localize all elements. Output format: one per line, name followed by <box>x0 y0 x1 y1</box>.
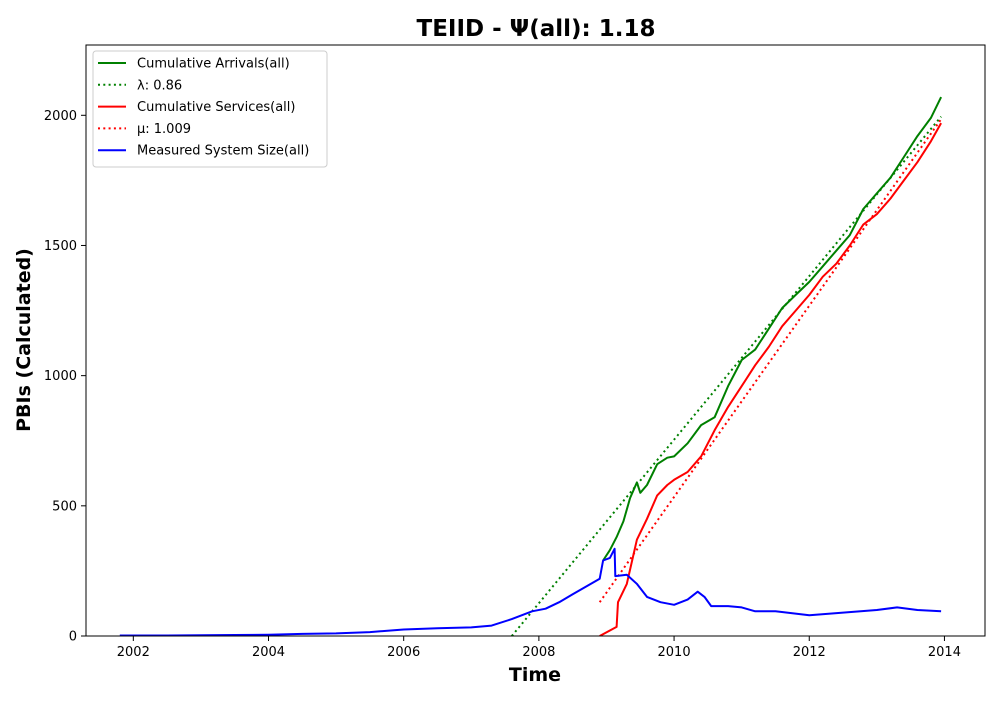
legend-box <box>92 50 328 168</box>
y-tick-label: 1500 <box>44 239 77 254</box>
x-tick-label: 2002 <box>117 645 150 660</box>
x-tick-label: 2012 <box>793 645 826 660</box>
legend-label-3: μ: 1.009 <box>137 122 191 137</box>
legend-label-0: Cumulative Arrivals(all) <box>137 57 290 72</box>
legend-label-4: Measured System Size(all) <box>137 144 309 159</box>
x-tick-label: 2004 <box>252 645 285 660</box>
y-tick-label: 0 <box>69 630 77 645</box>
legend-label-1: λ: 0.86 <box>137 78 182 93</box>
legend: Cumulative Arrivals(all) λ: 0.86 Cumulativ… <box>92 50 328 168</box>
series-line-2 <box>599 122 942 636</box>
series-group <box>119 96 942 636</box>
series-line-0 <box>602 96 942 562</box>
x-tick-label: 2014 <box>928 645 961 660</box>
y-tick-label: 1000 <box>44 369 77 384</box>
axes: 2002 2004 2006 2008 2010 2012 2014 0 500 1000 1500… <box>44 44 986 660</box>
y-tick-label: 500 <box>52 499 77 514</box>
x-tick-label: 2006 <box>387 645 420 660</box>
plot-area <box>119 96 942 636</box>
legend-label-2: Cumulative Services(all) <box>137 100 295 115</box>
x-tick-label: 2008 <box>522 645 555 660</box>
series-line-3 <box>598 118 942 603</box>
series-line-1 <box>511 115 942 636</box>
plot-frame <box>85 44 986 637</box>
chart-title: TEIID - Ψ(all): 1.18 <box>417 16 656 42</box>
x-tick-label: 2010 <box>658 645 691 660</box>
x-axis-label: Time <box>509 664 561 686</box>
series-line-4 <box>119 547 942 636</box>
y-axis-label: PBIs (Calculated) <box>13 248 35 432</box>
y-tick-label: 2000 <box>44 109 77 124</box>
